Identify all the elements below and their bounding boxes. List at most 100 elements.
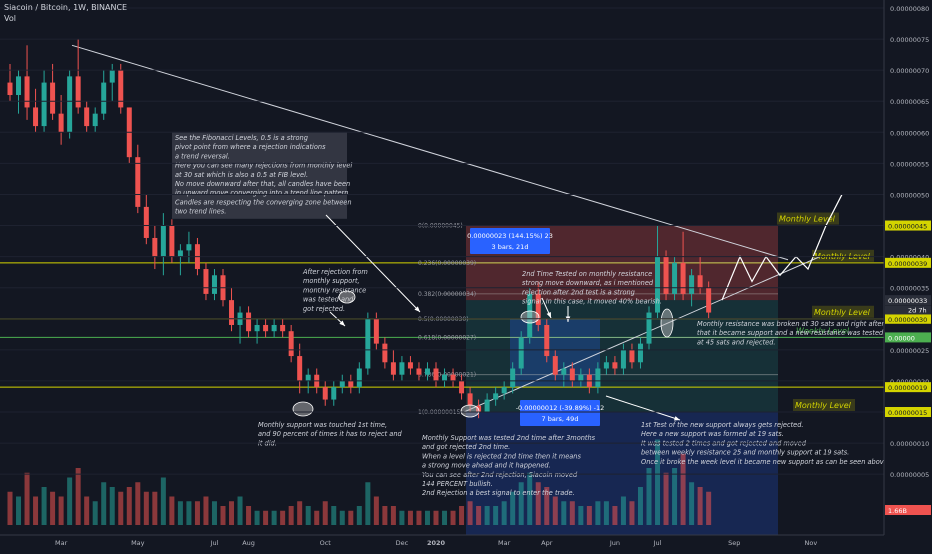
time-tick: Nov (805, 539, 818, 547)
volume-bar (510, 491, 516, 525)
volume-bar (697, 487, 703, 525)
candle-body (75, 76, 81, 108)
fib-note-line: See the Fibonacci Levels, 0.5 is a stron… (175, 134, 308, 142)
candle-body (24, 76, 30, 108)
candle-body (339, 380, 345, 388)
fib-note-line: two trend lines. (175, 208, 226, 216)
candle-body (118, 70, 124, 108)
candle-body (680, 262, 686, 294)
candle-body (186, 244, 192, 251)
volume-bar (467, 501, 473, 525)
fib-note-line: No move downward after that, all candles… (175, 180, 350, 188)
candle-body (16, 76, 22, 96)
volume-badge-bg (885, 505, 931, 515)
level-label-bg (777, 212, 839, 225)
volume-bar (612, 506, 618, 525)
volume-bar (211, 501, 217, 525)
candle-body (211, 275, 217, 294)
candle-body (356, 368, 362, 388)
fib-note-line: Candles are respecting the converging zo… (175, 198, 352, 206)
candle-body (33, 107, 39, 127)
projection-path (721, 194, 843, 301)
candle-body (92, 113, 98, 127)
fib-note-line: a trend reversal. (175, 152, 230, 160)
volume-bar (637, 487, 643, 525)
volume-bar (67, 477, 73, 525)
level-label: Monthly Level (814, 308, 871, 317)
fib-note-line: pivot point from where a rejection indic… (174, 143, 326, 151)
price-badge-bg (885, 295, 931, 306)
new-support-note-line: Here a new support was formed at 19 sats… (641, 430, 784, 438)
candle-body (390, 362, 396, 375)
volume-bar (603, 501, 609, 525)
time-tick: Mar (55, 539, 68, 547)
candle-body (305, 374, 311, 381)
fib-note-line: at 30 sat which is also a 0.5 at FIB lev… (175, 171, 308, 179)
candle-body (254, 324, 260, 332)
candle-body (152, 237, 158, 257)
volume-bar (484, 506, 490, 525)
highlight-ellipse (660, 308, 674, 338)
time-tick: Jul (653, 539, 662, 547)
price-tick: 0.00000065 (890, 98, 929, 106)
support-second-note-line: a strong move ahead and it happened. (422, 462, 551, 470)
level-label: Monthly Level (795, 401, 852, 410)
candle-body (50, 82, 56, 114)
volume-badge: 1.66B (888, 507, 907, 515)
volume-bar (689, 482, 695, 525)
candle-body (637, 343, 643, 363)
volume-bar (126, 487, 132, 525)
volume-bar (476, 506, 482, 525)
price-badge: 0.00000015 (888, 409, 927, 417)
candle-body (246, 312, 252, 332)
candle-body (544, 324, 550, 357)
candle-body (203, 269, 209, 294)
price-tick: 0.00000020 (890, 378, 929, 386)
support-first-note-line: and 90 percent of times it has to reject… (258, 430, 403, 438)
candle-body (518, 337, 524, 369)
candle-body (578, 374, 584, 381)
arrow-new-support (605, 395, 681, 421)
time-axis-bg (0, 535, 932, 550)
volume-indicator-label: Vol (4, 14, 16, 23)
measure-up-label-line: 3 bars, 21d (492, 243, 529, 251)
volume-bar (459, 506, 465, 525)
candle-body (109, 70, 115, 83)
candle-body (58, 113, 64, 133)
volume-bar (280, 510, 286, 525)
price-tick: 0.00000025 (890, 347, 929, 355)
volume-bar (16, 496, 22, 525)
volume-bar (407, 510, 413, 525)
symbol-title: Siacoin / Bitcoin, 1W, BINANCE (4, 3, 128, 12)
volume-bar (527, 472, 533, 525)
trend-lines (71, 44, 843, 413)
time-tick: Jun (609, 539, 620, 547)
volume-bar (169, 496, 175, 525)
volume-bar (186, 501, 192, 525)
volume-bar (297, 501, 303, 525)
price-tick: 0.00000055 (890, 160, 929, 168)
candle-body (612, 362, 618, 369)
candle-body (424, 368, 430, 375)
candle-body (501, 387, 507, 394)
volume-bar (578, 506, 584, 525)
support-first-note-line: Monthly support was touched 1st time, (258, 421, 387, 429)
candle-body (459, 380, 465, 394)
volume-bar (450, 510, 456, 525)
candle-body (493, 393, 499, 400)
fib-note-line: in upward move converging into a trend l… (175, 189, 351, 197)
volume-bar (348, 510, 354, 525)
candle-body (41, 82, 47, 127)
price-badge-bg (885, 407, 931, 417)
candle-body (603, 362, 609, 369)
fib-note-line: Here you can see many rejections from mo… (175, 162, 352, 170)
candle-body (177, 250, 183, 257)
price-tick: 0.00000050 (890, 191, 929, 199)
candle-body (7, 82, 13, 96)
candle-body (672, 262, 678, 294)
candle-body (229, 300, 235, 325)
volume-bar (339, 510, 345, 525)
volume-bar (416, 510, 422, 525)
